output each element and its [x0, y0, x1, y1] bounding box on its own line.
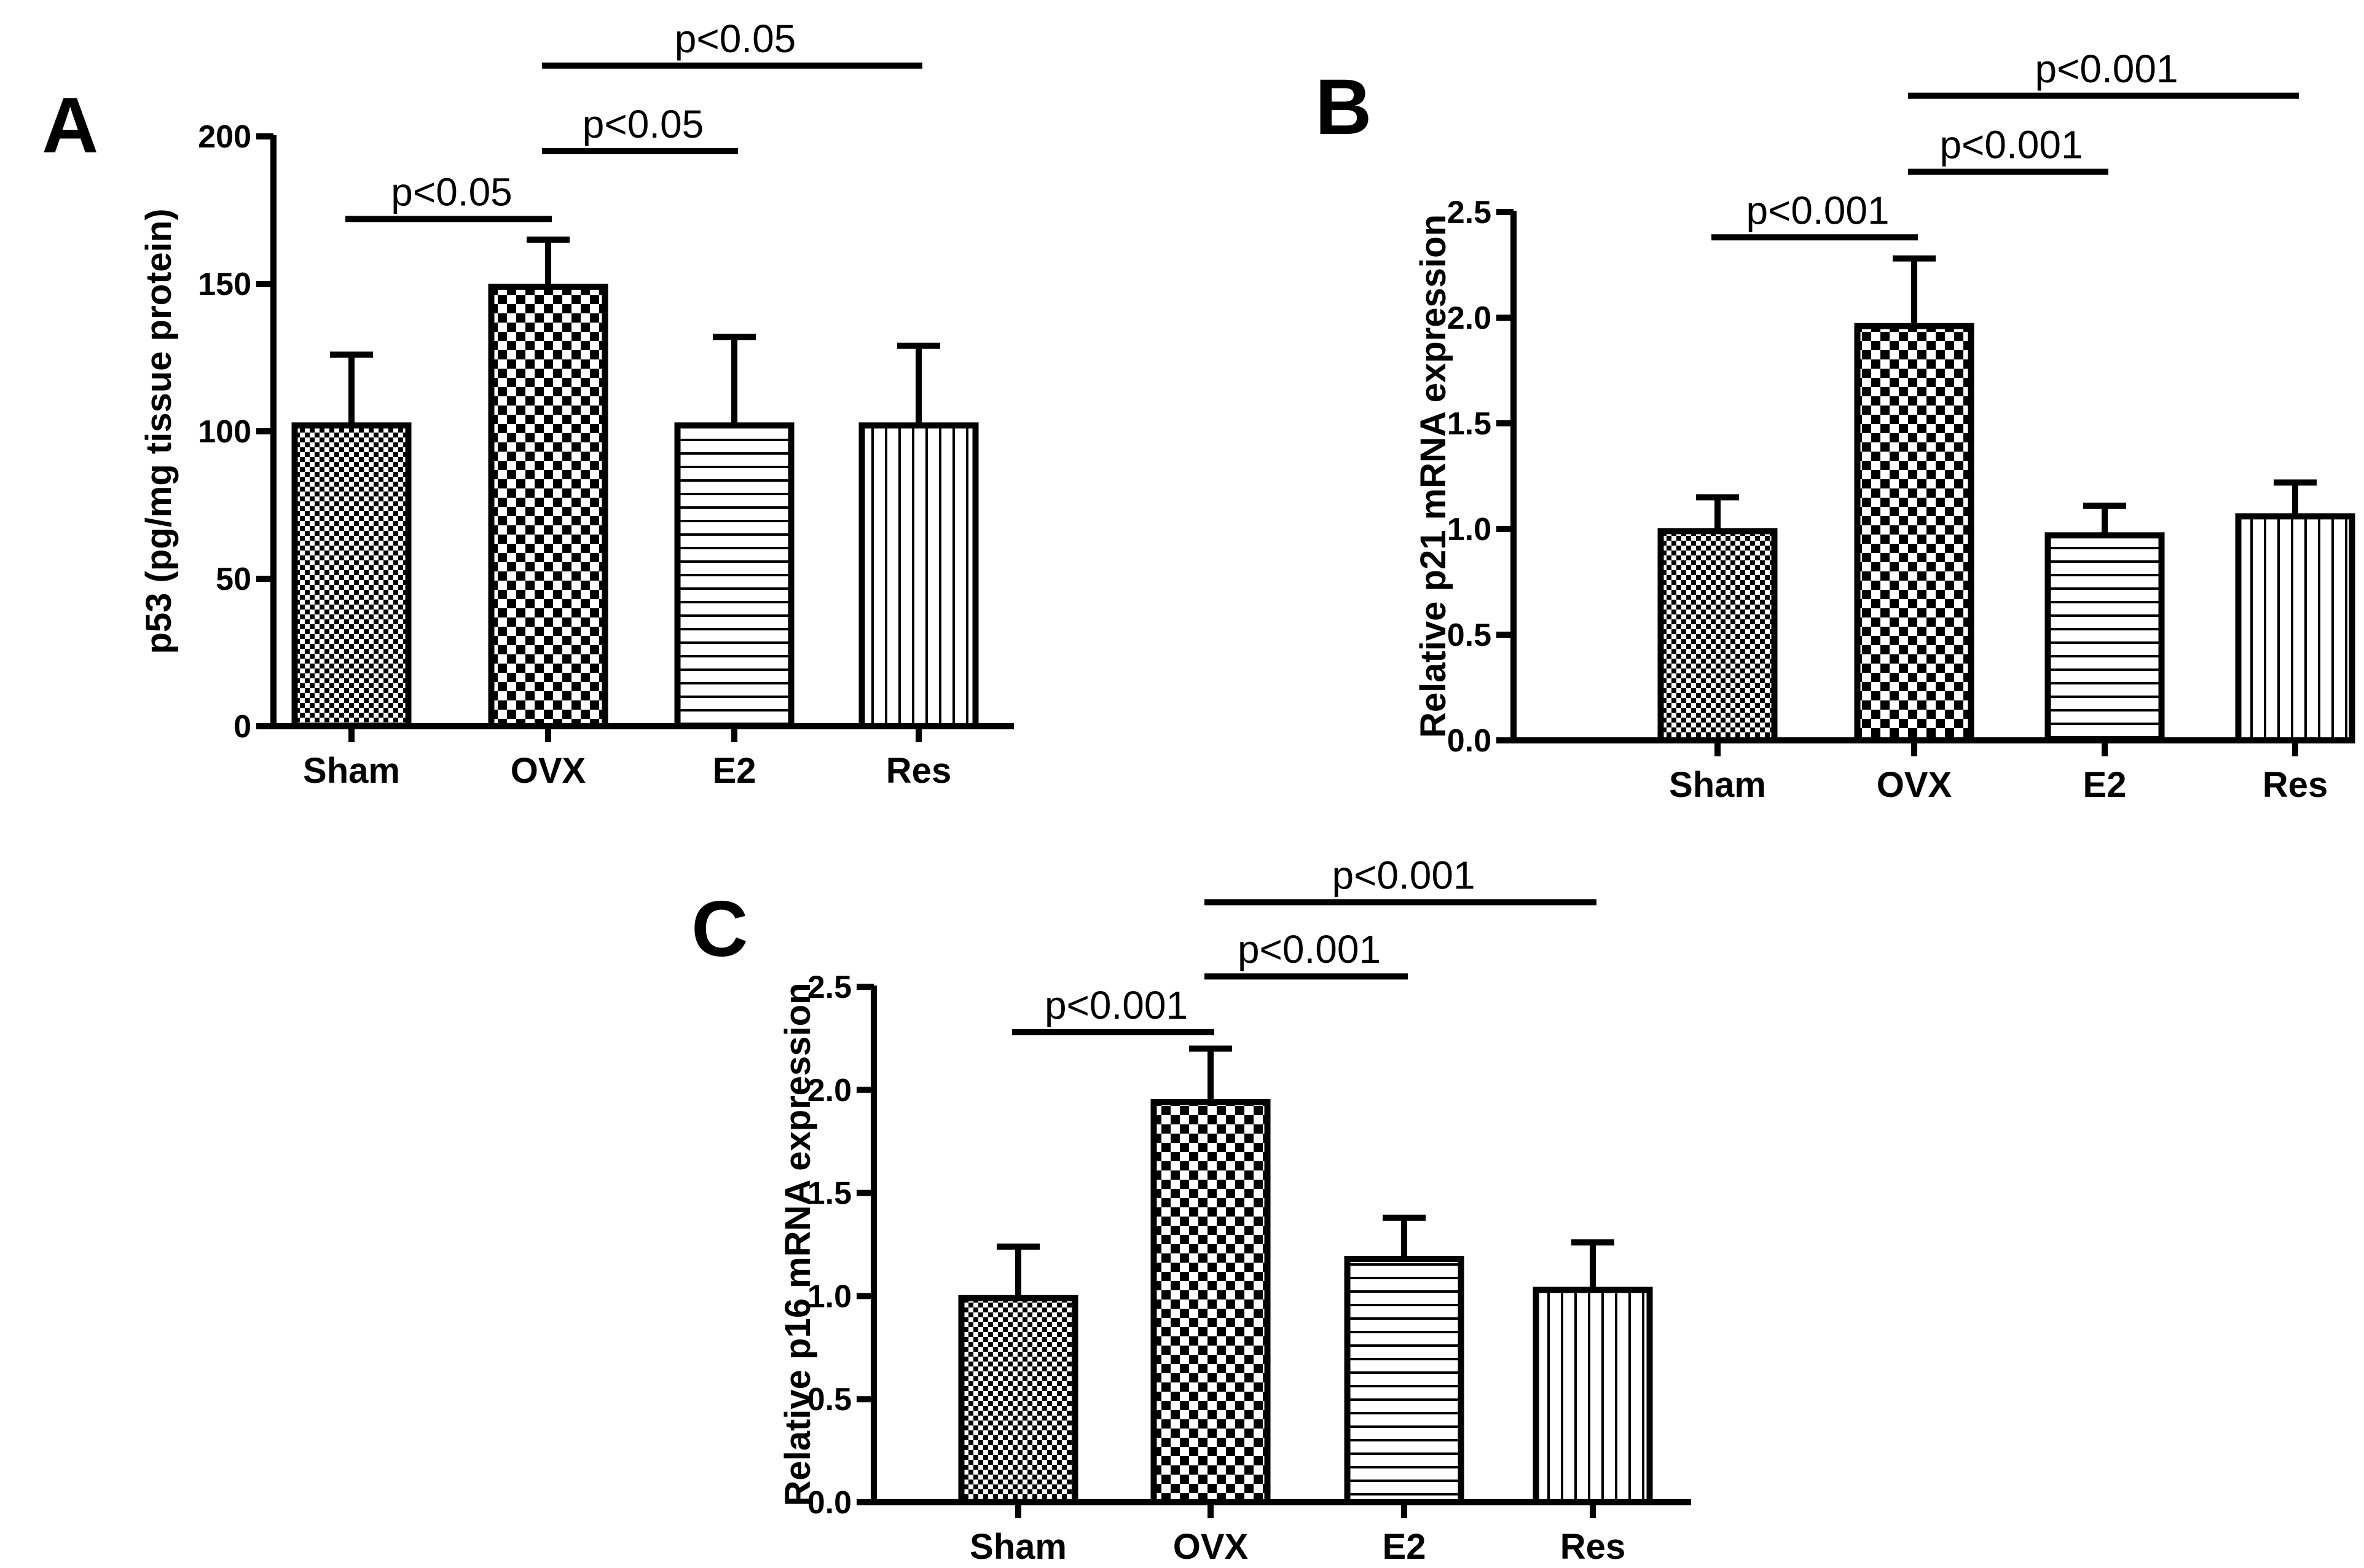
panel-letter: A — [42, 82, 98, 170]
x-tick-label: Res — [1560, 1527, 1625, 1567]
x-tick-label: OVX — [1877, 765, 1952, 805]
y-tick-label: 0.0 — [807, 1485, 852, 1521]
y-tick-label: 1.0 — [1447, 512, 1491, 547]
bar-ovx — [1150, 1099, 1271, 1506]
x-tick-label: OVX — [511, 751, 586, 791]
x-tick-label: Res — [2263, 765, 2328, 805]
bar-res — [2235, 513, 2355, 743]
bar-sham — [291, 422, 412, 730]
bar-sham — [958, 1295, 1078, 1506]
panel-letter: C — [691, 885, 748, 973]
significance-label: p<0.05 — [583, 102, 704, 146]
y-tick-label: 0.0 — [1447, 723, 1491, 759]
y-tick-label: 1.5 — [807, 1176, 852, 1212]
bar-sham — [1657, 528, 1778, 743]
significance-label: p<0.05 — [675, 17, 796, 61]
y-tick-label: 150 — [198, 267, 251, 302]
y-tick-label: 2.5 — [1447, 195, 1491, 230]
panel-a: A 0 50 100 150 200 p53 (pg/mg tissue protein) S… — [42, 17, 1014, 791]
bar-res — [1533, 1287, 1653, 1506]
y-axis-title: p53 (pg/mg tissue protein) — [139, 208, 179, 654]
x-tick-label: Sham — [1669, 765, 1766, 805]
significance-label: p<0.001 — [1332, 853, 1475, 897]
x-tick-label: Sham — [970, 1527, 1067, 1567]
significance-label: p<0.001 — [1045, 983, 1188, 1027]
bar-e2 — [674, 422, 795, 730]
x-tick-label: OVX — [1173, 1527, 1249, 1567]
y-axis-title: Relative p21 mRNA expression — [1413, 214, 1453, 738]
y-tick-label: 1.0 — [807, 1279, 852, 1314]
y-tick-label: 1.5 — [1447, 406, 1491, 442]
y-tick-label: 200 — [198, 119, 251, 155]
y-tick-label: 50 — [216, 562, 251, 597]
y-tick-label: 100 — [198, 414, 251, 450]
significance-label: p<0.001 — [1746, 188, 1889, 232]
y-tick-label: 0 — [234, 709, 251, 745]
panel-letter: B — [1315, 63, 1372, 151]
bar-e2 — [1344, 1255, 1464, 1505]
bar-ovx — [1854, 323, 1974, 743]
significance-label: p<0.001 — [1238, 927, 1381, 971]
y-tick-label: 0.5 — [807, 1382, 852, 1417]
significance-label: p<0.001 — [1939, 123, 2083, 167]
x-tick-label: E2 — [1383, 1527, 1426, 1567]
y-tick-label: 2.5 — [807, 970, 852, 1005]
y-axis-title: Relative p16 mRNA expression — [778, 982, 818, 1506]
y-tick-label: 0.5 — [1447, 617, 1491, 653]
bar-ovx — [488, 283, 608, 729]
significance-label: p<0.001 — [2035, 47, 2178, 91]
x-tick-label: Sham — [303, 751, 400, 791]
x-tick-label: Res — [886, 751, 951, 791]
significance-label: p<0.05 — [391, 170, 512, 214]
x-tick-label: E2 — [713, 751, 756, 791]
y-tick-label: 2.0 — [1447, 300, 1491, 336]
bar-e2 — [2044, 532, 2165, 743]
bar-res — [858, 422, 979, 730]
x-tick-label: E2 — [2083, 765, 2127, 805]
y-tick-label: 2.0 — [807, 1073, 852, 1108]
